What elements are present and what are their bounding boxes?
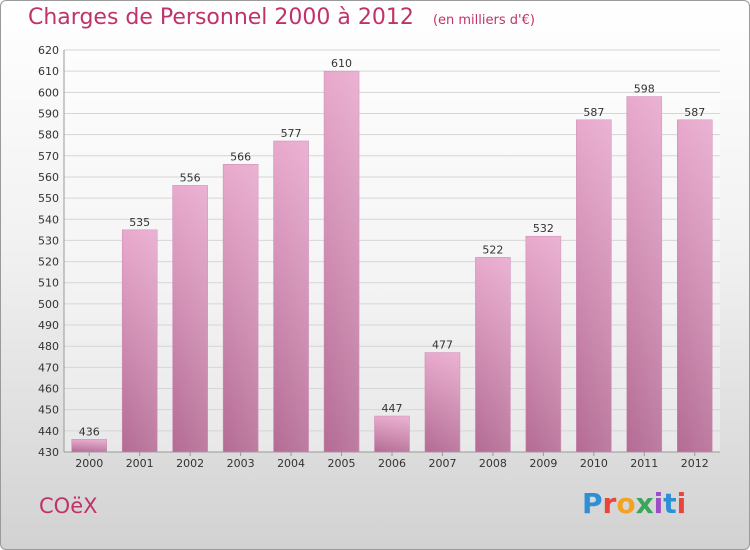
y-tick-label: 520	[38, 256, 59, 269]
y-tick-label: 480	[38, 340, 59, 353]
y-tick-label: 550	[38, 192, 59, 205]
bar-sheen	[626, 96, 662, 453]
proxiti-logo[interactable]: Proxiti	[582, 487, 686, 520]
x-tick-label: 2000	[75, 457, 103, 470]
y-tick-label: 590	[38, 107, 59, 120]
logo-letter: P	[582, 487, 603, 520]
x-tick-label: 2008	[479, 457, 507, 470]
bar-sheen	[324, 71, 360, 452]
x-tick-label: 2002	[176, 457, 204, 470]
data-label: 522	[482, 243, 503, 256]
data-label: 477	[432, 339, 453, 352]
x-tick-label: 2003	[227, 457, 255, 470]
data-label: 556	[180, 171, 201, 184]
x-tick-label: 2007	[428, 457, 456, 470]
data-label: 587	[684, 106, 705, 119]
bar-sheen	[677, 119, 713, 453]
plot-area	[64, 50, 720, 452]
x-tick-labels: 2000 2001 2002 2003 2004 2005 2006 2007 2008 2009…	[75, 457, 709, 470]
data-label: 610	[331, 57, 352, 70]
grid-lines	[64, 49, 720, 453]
bar-sheen	[475, 257, 511, 452]
y-tick-label: 430	[38, 446, 59, 459]
data-label: 532	[533, 222, 554, 235]
y-tick-label: 600	[38, 86, 59, 99]
y-tick-label: 560	[38, 171, 59, 184]
y-tick-label: 460	[38, 383, 59, 396]
title-row: Charges de Personnel 2000 à 2012 (en mil…	[28, 5, 535, 30]
x-tick-label: 2010	[580, 457, 608, 470]
bar-sheen	[525, 236, 561, 452]
y-tick-label: 470	[38, 361, 59, 374]
data-label: 436	[79, 425, 100, 438]
bar-sheen	[374, 416, 410, 452]
bar-sheen	[223, 164, 259, 452]
y-tick-label: 570	[38, 150, 59, 163]
commune-name: COëX	[39, 494, 98, 518]
logo-letter: i	[676, 487, 687, 520]
data-label: 598	[634, 83, 655, 96]
x-tick-label: 2009	[529, 457, 557, 470]
bar-sheen	[576, 119, 612, 453]
data-labels: 436 535 556 566 577 610 447 477 522 532 587 598 587	[79, 57, 706, 438]
bars	[71, 70, 713, 453]
y-tick-label: 500	[38, 298, 59, 311]
data-label: 566	[230, 150, 251, 163]
logo-letter: i	[653, 487, 664, 520]
chart-title: Charges de Personnel 2000 à 2012	[28, 5, 414, 30]
data-label: 587	[583, 106, 604, 119]
y-tick-label: 610	[38, 65, 59, 78]
chart-subtitle: (en milliers d'€)	[432, 13, 535, 28]
y-tick-label: 450	[38, 404, 59, 417]
y-tick-label: 540	[38, 213, 59, 226]
data-label: 535	[129, 216, 150, 229]
bar-sheen	[71, 439, 107, 452]
y-tick-label: 510	[38, 277, 59, 290]
y-tick-labels: 430 440 450 460 470 480 490 500 510 520 530 540 550 5…	[38, 44, 59, 459]
x-tick-label: 2006	[378, 457, 406, 470]
data-label: 447	[382, 402, 403, 415]
bar-sheen	[172, 185, 208, 452]
x-tick-label: 2011	[630, 457, 658, 470]
y-tick-label: 580	[38, 129, 59, 142]
logo-letter: t	[663, 487, 677, 520]
x-tick-label: 2004	[277, 457, 305, 470]
data-label: 577	[281, 127, 302, 140]
logo-letter: x	[635, 487, 654, 520]
y-tick-label: 440	[38, 425, 59, 438]
y-tick-label: 620	[38, 44, 59, 57]
bar-sheen	[424, 352, 460, 452]
y-tick-label: 490	[38, 319, 59, 332]
x-tick-label: 2012	[681, 457, 709, 470]
y-tick-label: 530	[38, 234, 59, 247]
x-tick-label: 2005	[328, 457, 356, 470]
logo-letter: o	[616, 487, 636, 520]
bar-sheen	[122, 229, 158, 452]
logo-letter: r	[602, 487, 617, 520]
bar-sheen	[273, 140, 309, 452]
x-tick-label: 2001	[126, 457, 154, 470]
